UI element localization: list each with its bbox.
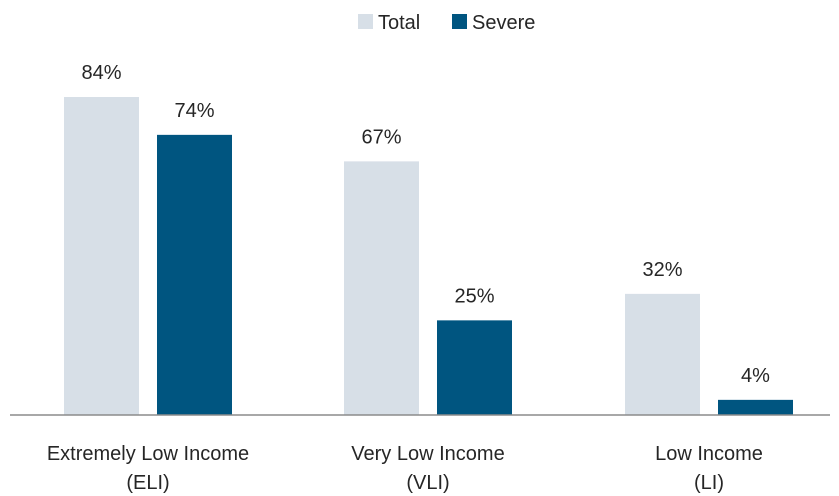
value-label-severe-1: 25% bbox=[454, 285, 494, 307]
bar-total-2 bbox=[625, 293, 700, 415]
category-label-2-line-1: (LI) bbox=[694, 472, 724, 494]
bar-severe-1 bbox=[437, 320, 512, 415]
bar-severe-0 bbox=[157, 134, 232, 415]
category-label-1-line-1: (VLI) bbox=[406, 472, 449, 494]
bar-total-0 bbox=[64, 97, 139, 415]
value-label-severe-2: 4% bbox=[741, 365, 770, 387]
legend-label-total: Total bbox=[378, 12, 420, 34]
legend-label-severe: Severe bbox=[472, 12, 535, 34]
value-label-severe-0: 74% bbox=[174, 100, 214, 122]
bar-severe-2 bbox=[718, 399, 793, 415]
legend: Total Severe bbox=[358, 12, 535, 34]
value-label-total-2: 32% bbox=[642, 259, 682, 281]
value-label-total-0: 84% bbox=[81, 62, 121, 84]
value-labels: 84% 74% 67% 25% 32% 4% bbox=[81, 62, 770, 387]
category-label-0-line-1: (ELI) bbox=[126, 472, 169, 494]
value-label-total-1: 67% bbox=[361, 126, 401, 148]
bar-total-1 bbox=[344, 161, 419, 415]
category-label-2-line-0: Low Income bbox=[655, 443, 763, 465]
bars bbox=[64, 97, 793, 415]
category-label-1-line-0: Very Low Income bbox=[351, 443, 504, 465]
legend-swatch-total bbox=[358, 14, 373, 29]
category-label-0-line-0: Extremely Low Income bbox=[47, 443, 249, 465]
legend-swatch-severe bbox=[452, 14, 467, 29]
category-labels: Extremely Low Income (ELI) Very Low Income… bbox=[47, 443, 763, 494]
